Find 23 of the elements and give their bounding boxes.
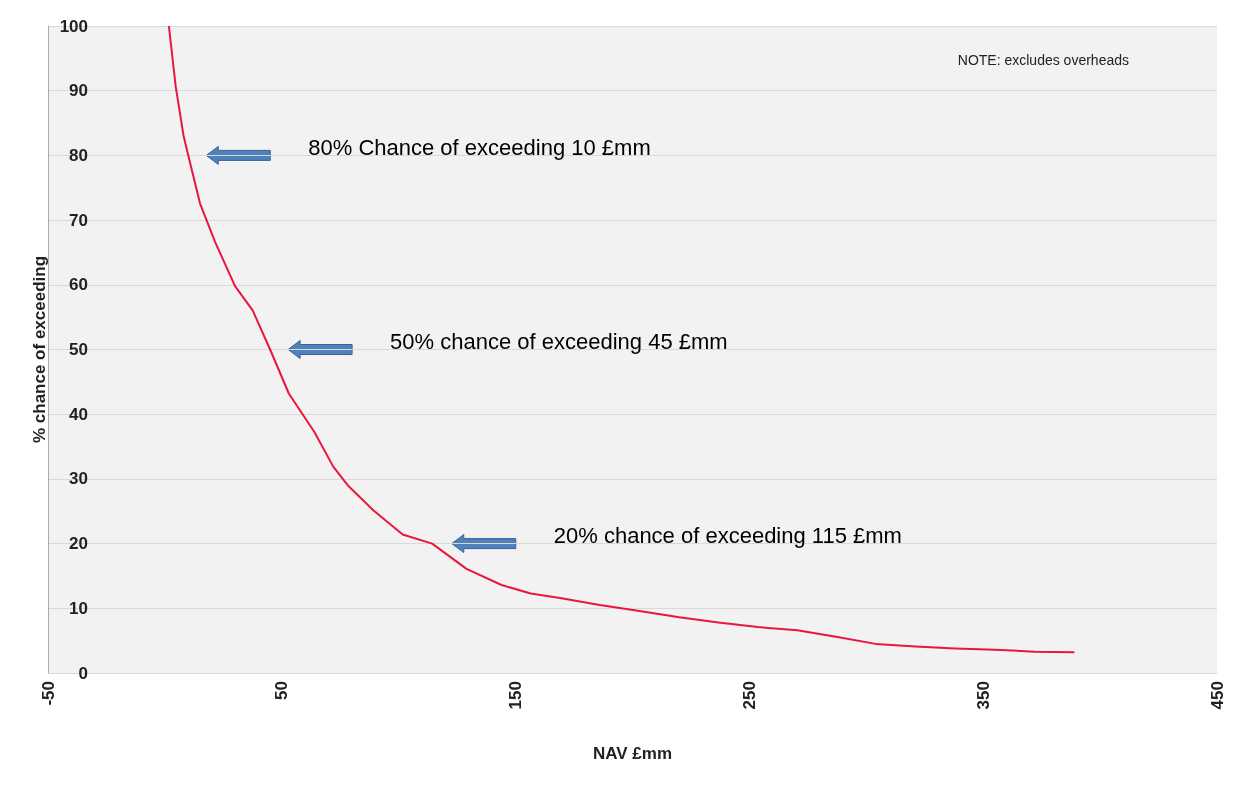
x-axis-title: NAV £mm xyxy=(592,744,673,763)
y-tick-label: 90 xyxy=(69,81,88,101)
annotation: 50% chance of exceeding 45 £mm xyxy=(390,329,728,354)
y-tick-label: 10 xyxy=(69,598,88,618)
x-tick-label: 350 xyxy=(973,681,993,710)
y-tick-label: 100 xyxy=(59,16,88,36)
x-tick-label: 450 xyxy=(1207,681,1227,710)
x-tick-label: 250 xyxy=(739,681,759,710)
annotation: 20% chance of exceeding 115 £mm xyxy=(553,523,902,549)
y-tick-label: 30 xyxy=(69,469,88,489)
y-tick-label: 0 xyxy=(78,663,88,683)
y-axis-title: % chance of exceeding xyxy=(30,255,49,444)
y-tick-label: 20 xyxy=(69,534,88,554)
y-tick-label: 60 xyxy=(69,275,88,295)
x-tick-label: 150 xyxy=(506,681,526,710)
x-tick-label: 50 xyxy=(272,681,292,700)
annotation: NOTE: excludes overheads xyxy=(957,52,1130,68)
y-tick-label: 50 xyxy=(69,340,88,359)
x-tick-label: -50 xyxy=(38,681,58,706)
annotation: 80% Chance of exceeding 10 £mm xyxy=(308,134,651,160)
y-tick-label: 70 xyxy=(69,210,88,230)
y-tick-label: 80 xyxy=(69,145,88,165)
y-tick-label: 40 xyxy=(69,404,88,424)
